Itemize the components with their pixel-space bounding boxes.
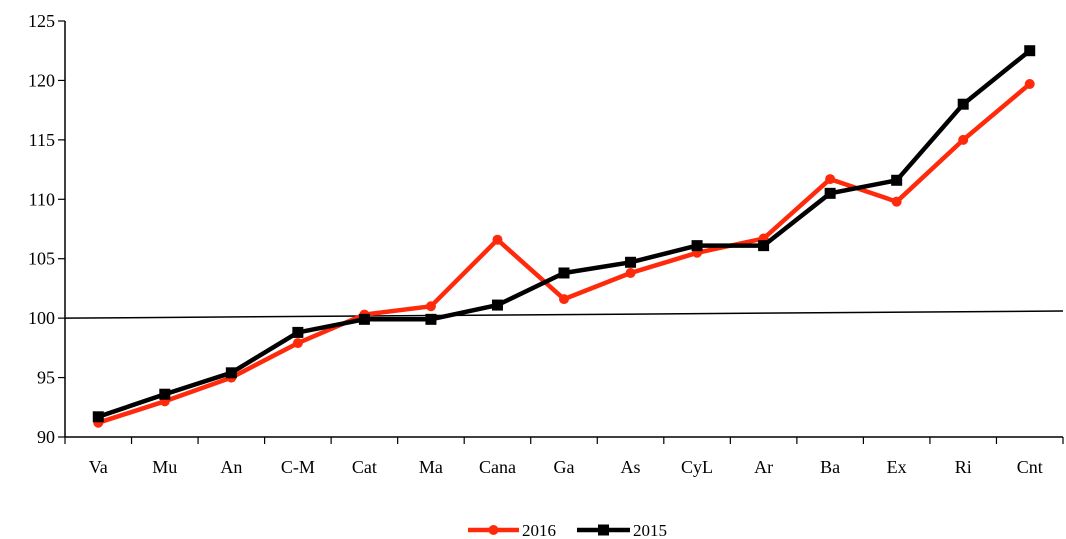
x-tick-label-Cat: Cat: [352, 457, 377, 477]
legend-label-2016: 2016: [522, 521, 556, 539]
point-2015-An: [225, 367, 237, 379]
point-2015-Ma: [425, 313, 437, 325]
point-2015-Ri: [957, 98, 969, 110]
reference-line: [64, 310, 1064, 319]
y-tick-label-125: 125: [28, 11, 55, 31]
point-2015-Mu: [159, 388, 171, 400]
point-2015-C-M: [292, 326, 304, 338]
series-group: [92, 45, 1036, 428]
x-tick-label-As: As: [621, 457, 641, 477]
point-2015-Ar: [758, 240, 770, 252]
point-2015-Cnt: [1024, 45, 1036, 57]
x-tick-label-Ma: Ma: [419, 457, 443, 477]
point-2016-Cana: [492, 234, 503, 245]
x-tick-label-Va: Va: [89, 457, 108, 477]
point-2015-Cana: [491, 299, 503, 311]
point-2016-Ri: [958, 134, 969, 145]
legend: 2016 2015: [468, 521, 667, 539]
x-tick-label-CyL: CyL: [681, 457, 713, 477]
x-tick-label-C-M: C-M: [281, 457, 315, 477]
point-2015-Ba: [824, 187, 836, 199]
point-2016-Ex: [891, 196, 902, 207]
point-2016-Ga: [559, 294, 569, 305]
series-line-2015: [97, 48, 1032, 419]
y-tick-label-100: 100: [28, 308, 55, 328]
x-tick-label-Cnt: Cnt: [1017, 457, 1043, 477]
legend-item-2016: 2016: [468, 521, 556, 539]
x-tick-label-Mu: Mu: [152, 457, 177, 477]
point-2015-As: [625, 256, 637, 268]
y-tick-label-110: 110: [29, 189, 55, 209]
point-2016-As: [625, 267, 636, 278]
legend-label-2015: 2015: [633, 521, 667, 539]
x-tick-label-Ar: Ar: [754, 457, 773, 477]
point-2016-C-M: [292, 338, 303, 349]
x-tick-label-Ba: Ba: [820, 457, 840, 477]
y-tick-label-95: 95: [37, 368, 55, 388]
series-line-2016: [97, 82, 1032, 425]
x-tick-label-Cana: Cana: [479, 457, 516, 477]
y-tick-label-90: 90: [37, 427, 55, 447]
point-2015-CyL: [691, 240, 703, 252]
chart-axes: 90 95 100 105 110 115 120 125 Va Mu An C-M Cat Ma Cana…: [28, 11, 1064, 477]
series-2015: [92, 45, 1036, 423]
y-tick-label-105: 105: [28, 249, 55, 269]
y-tick-label-115: 115: [29, 130, 55, 150]
x-tick-label-An: An: [220, 457, 242, 477]
point-2015-Ex: [891, 174, 903, 186]
legend-marker-2015: [598, 524, 609, 536]
legend-marker-2016: [488, 525, 499, 535]
reference-line-group: [64, 310, 1064, 319]
x-tick-label-Ri: Ri: [955, 457, 972, 477]
point-2015-Va: [92, 411, 104, 423]
x-tick-label-Ga: Ga: [554, 457, 575, 477]
point-2016-Ma: [425, 301, 436, 312]
point-2016-Cnt: [1024, 78, 1035, 89]
y-tick-label-120: 120: [28, 70, 55, 90]
point-2015-Ga: [558, 267, 570, 279]
legend-item-2015: 2015: [577, 521, 667, 539]
point-2016-Ba: [825, 174, 836, 185]
point-2015-Cat: [358, 313, 370, 325]
x-tick-label-Ex: Ex: [887, 457, 907, 477]
